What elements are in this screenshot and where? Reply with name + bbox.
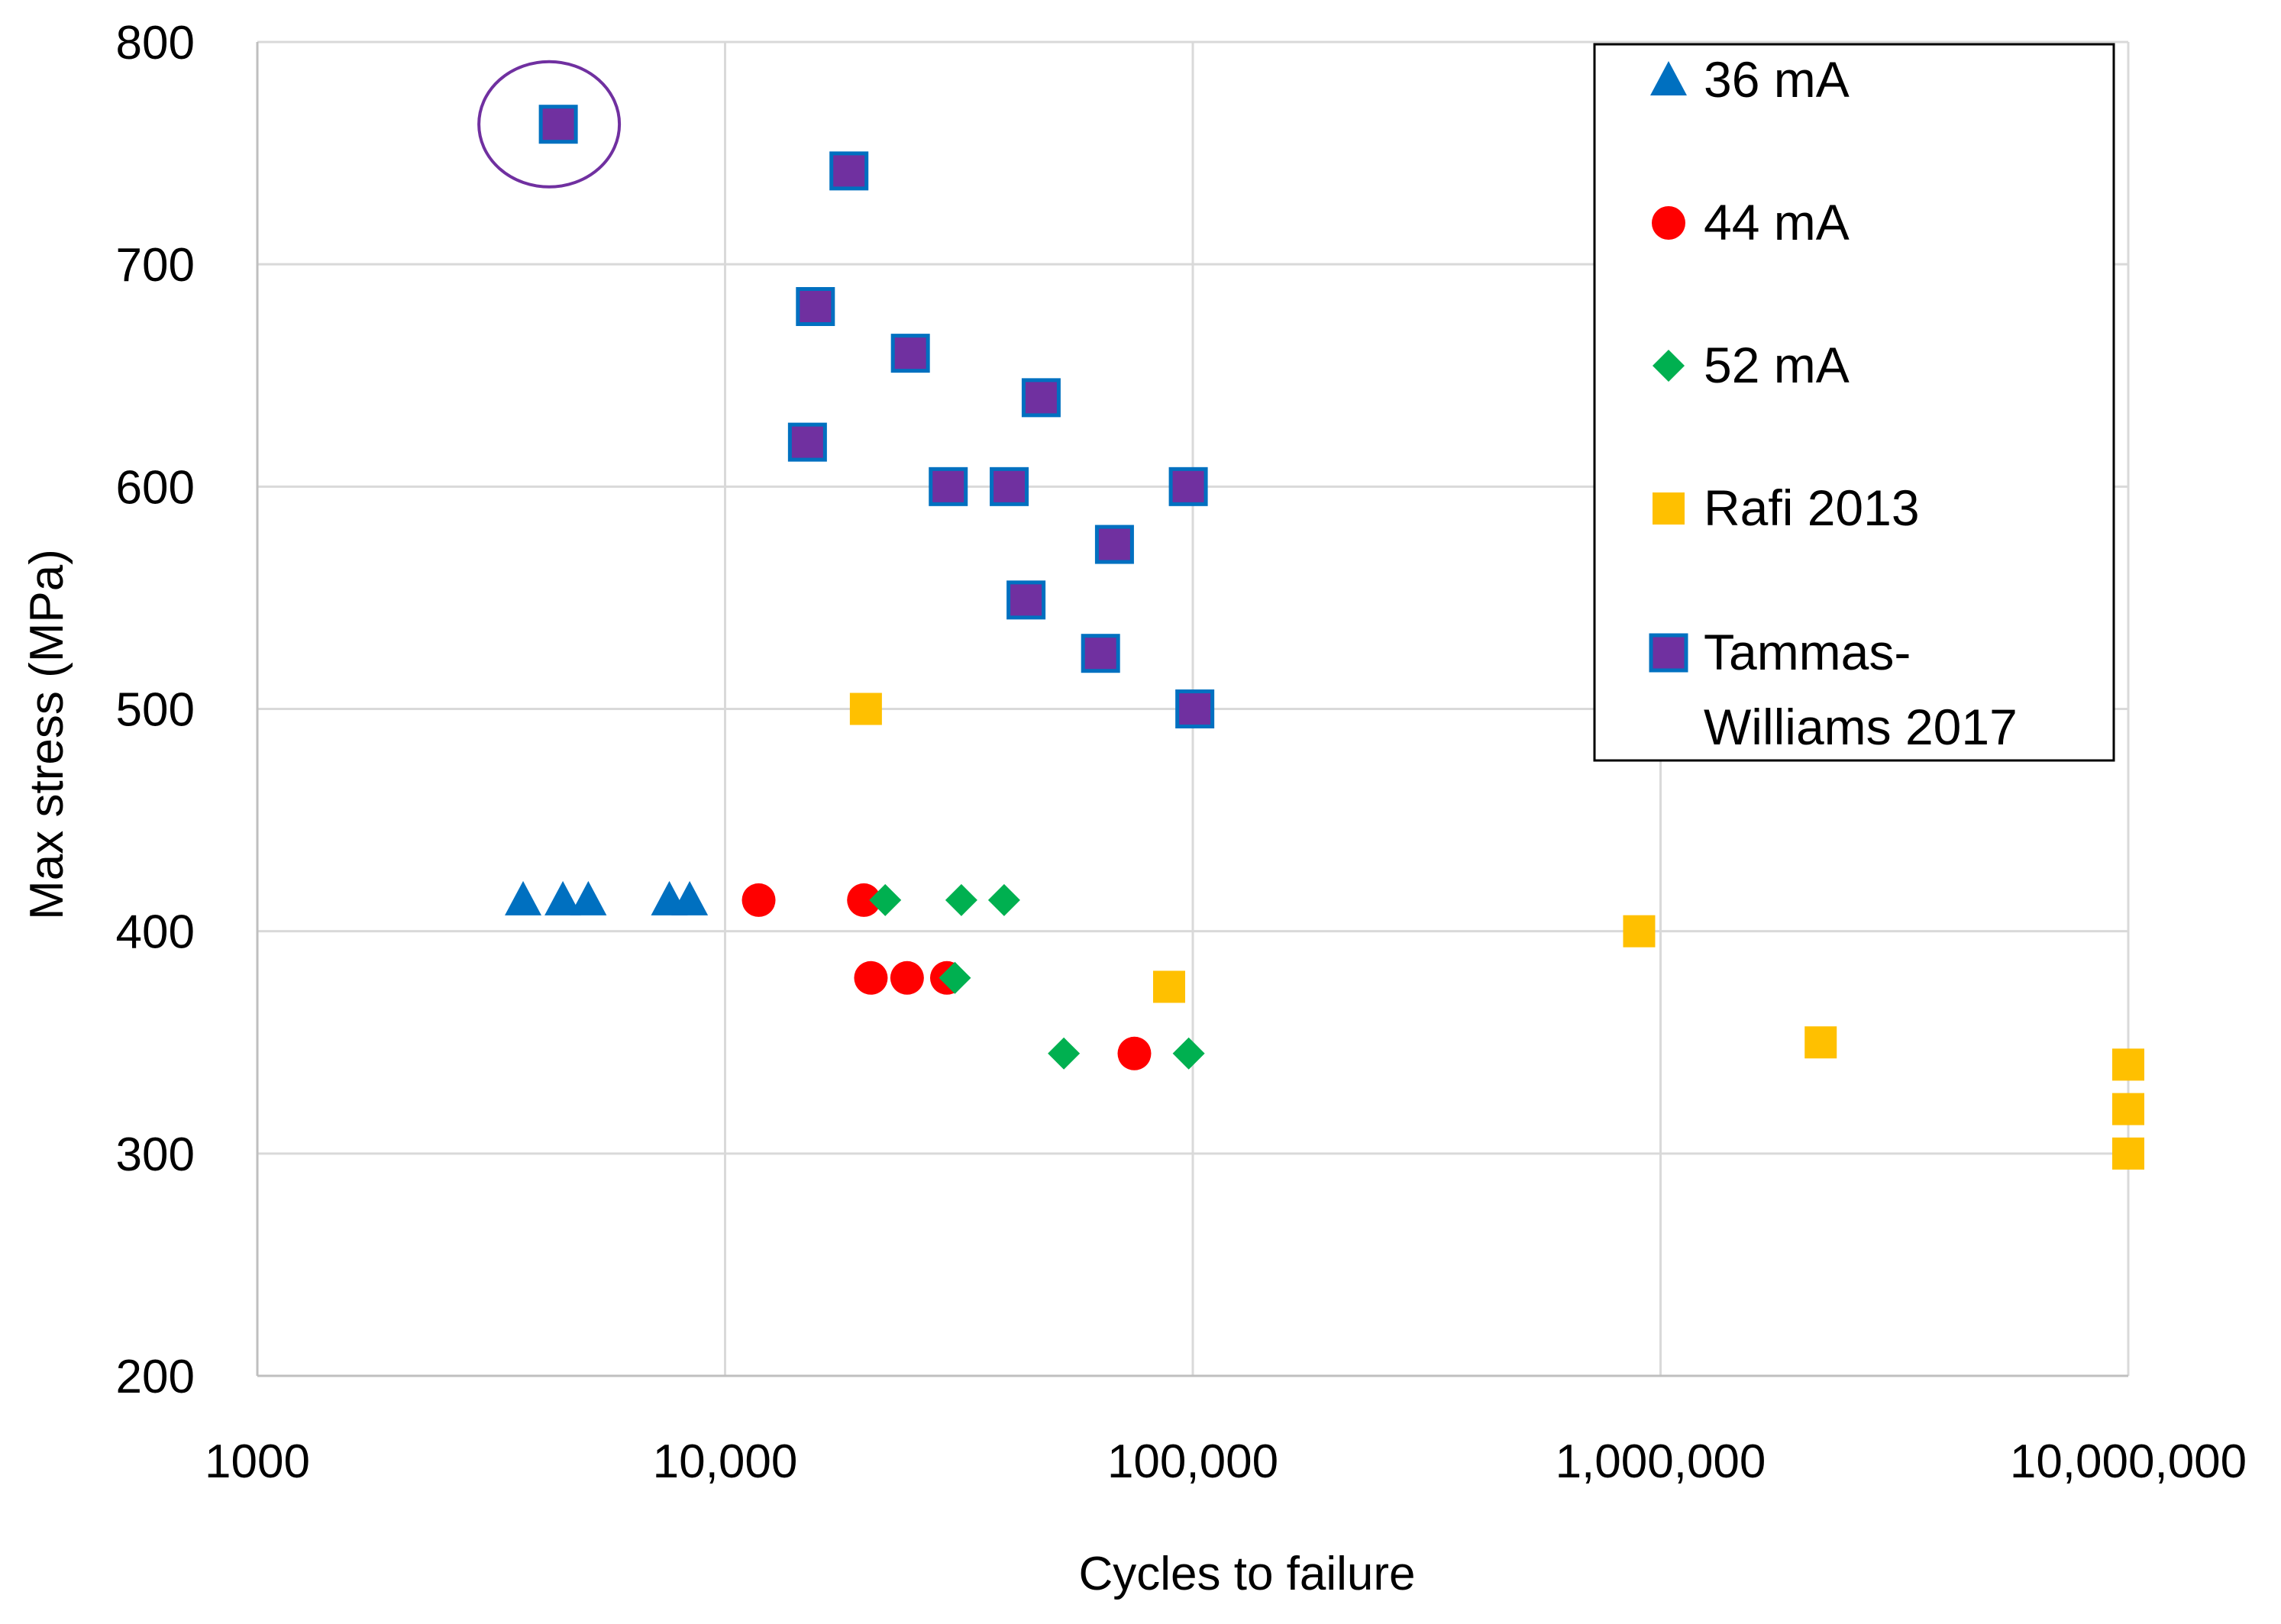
data-point-tammas-williams-2017 xyxy=(1006,580,1046,620)
data-point-52-ma xyxy=(869,883,902,916)
data-point-52-ma xyxy=(945,883,977,916)
data-point-tammas-williams-2017 xyxy=(929,467,968,506)
y-tick-label: 600 xyxy=(116,461,195,514)
data-point-rafi-2013 xyxy=(2112,1048,2144,1081)
legend-marker xyxy=(1649,633,1688,673)
legend-marker xyxy=(1652,206,1685,240)
data-point-rafi-2013 xyxy=(849,693,882,725)
data-point-52-ma xyxy=(987,883,1020,916)
axis-layer: 200 300 400 500 600 700 800 1000 10,000 100,000 1,… xyxy=(116,17,2247,1488)
data-point-44-ma xyxy=(1117,1036,1152,1070)
data-point-tammas-williams-2017 xyxy=(1175,689,1215,728)
legend-marker xyxy=(1653,350,1685,382)
data-point-tammas-williams-2017 xyxy=(1081,634,1120,673)
data-point-44-ma xyxy=(890,961,924,995)
data-point-tammas-williams-2017 xyxy=(796,286,835,326)
y-tick-label: 500 xyxy=(116,684,195,737)
annotation-layer xyxy=(477,60,622,189)
data-point-52-ma xyxy=(939,961,971,994)
data-point-rafi-2013 xyxy=(1153,970,1186,1003)
data-point-tammas-williams-2017 xyxy=(1094,525,1134,564)
data-point-tammas-williams-2017 xyxy=(1168,467,1208,506)
data-point-44-ma xyxy=(854,961,888,995)
data-point-52-ma xyxy=(1172,1037,1205,1070)
data-point-rafi-2013 xyxy=(2112,1093,2144,1125)
marks-layer xyxy=(505,105,2144,1170)
data-point-rafi-2013 xyxy=(1623,915,1656,948)
data-point-44-ma xyxy=(847,883,881,917)
data-point-tammas-williams-2017 xyxy=(890,334,930,373)
y-tick-label: 400 xyxy=(116,906,195,959)
data-point-36-ma xyxy=(505,880,542,915)
data-point-tammas-williams-2017 xyxy=(829,151,869,191)
x-tick-label: 10,000,000 xyxy=(2010,1435,2247,1488)
x-tick-label: 1,000,000 xyxy=(1556,1435,1766,1488)
x-axis-label: Cycles to failure xyxy=(1078,1548,1415,1600)
data-point-tammas-williams-2017 xyxy=(990,467,1029,506)
legend-label: 36 mA xyxy=(1704,51,1850,108)
legend-label: Williams 2017 xyxy=(1704,699,2018,755)
y-tick-label: 200 xyxy=(116,1351,195,1403)
data-point-tammas-williams-2017 xyxy=(538,105,578,144)
y-axis-label: Max stress (MPa) xyxy=(21,549,73,920)
legend-marker xyxy=(1650,61,1687,95)
legend: 36 mA 44 mA 52 mA Rafi 2013 Tammas- Williams … xyxy=(1593,43,2115,762)
data-point-36-ma xyxy=(544,880,582,915)
legend-label: Rafi 2013 xyxy=(1704,479,1920,536)
data-point-tammas-williams-2017 xyxy=(787,422,827,462)
legend-label: Tammas- xyxy=(1704,624,1911,680)
y-tick-label: 800 xyxy=(116,17,195,69)
x-tick-label: 1000 xyxy=(205,1435,310,1488)
legend-marker xyxy=(1653,492,1685,525)
data-point-rafi-2013 xyxy=(1804,1026,1837,1059)
y-tick-label: 700 xyxy=(116,239,195,292)
data-point-tammas-williams-2017 xyxy=(1021,378,1061,418)
x-tick-label: 100,000 xyxy=(1107,1435,1278,1488)
legend-label: 44 mA xyxy=(1704,194,1850,250)
x-tick-label: 10,000 xyxy=(653,1435,798,1488)
data-point-rafi-2013 xyxy=(2112,1137,2144,1170)
legend-label: 52 mA xyxy=(1704,337,1850,393)
data-point-36-ma xyxy=(671,880,709,915)
data-point-52-ma xyxy=(1048,1037,1081,1070)
data-point-36-ma xyxy=(570,880,607,915)
y-tick-label: 300 xyxy=(116,1128,195,1181)
data-point-44-ma xyxy=(741,883,776,917)
annotation-ellipse xyxy=(477,60,622,189)
